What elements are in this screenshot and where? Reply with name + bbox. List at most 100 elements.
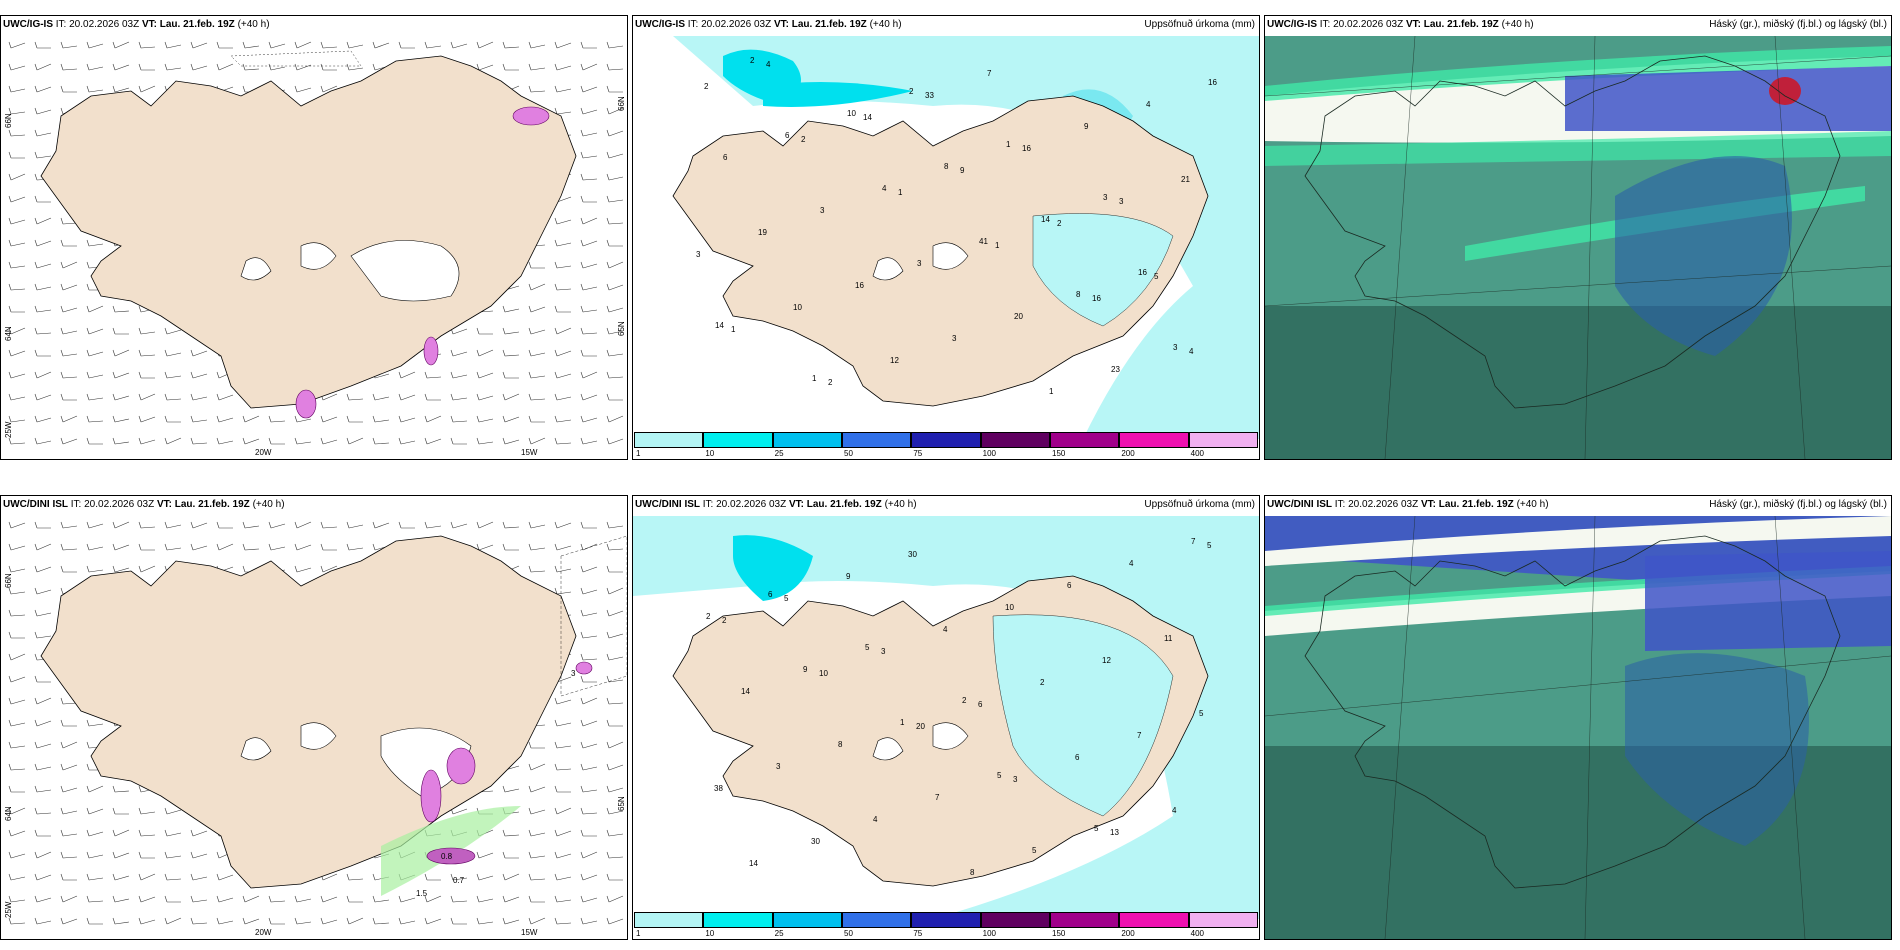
wind-barb	[554, 829, 572, 837]
wind-barb	[138, 521, 156, 529]
wind-barb	[86, 327, 104, 335]
colorbar-label: 10	[705, 449, 715, 458]
wind-barb	[34, 829, 51, 837]
wind-barb	[112, 305, 130, 313]
wind-barb	[580, 107, 598, 115]
wind-barb	[34, 437, 52, 445]
lon-label-15w: 15W	[521, 928, 538, 937]
precip-map-panel-top: UWC/IG-IS IT: 20.02.2026 03Z VT: Lau. 21…	[632, 15, 1260, 460]
wind-barb	[8, 173, 26, 181]
wind-barb	[242, 437, 260, 445]
precip-value: 8	[970, 868, 975, 877]
lat-label-64n: 64N	[4, 326, 13, 341]
wind-barb	[164, 807, 182, 815]
wind-barb	[8, 305, 25, 313]
precip-value: 10	[847, 109, 856, 118]
wind-barb	[320, 63, 337, 71]
wind-barb	[476, 371, 494, 379]
wind-barb	[34, 349, 51, 357]
wind-barb	[138, 851, 155, 859]
wind-barb	[606, 195, 624, 203]
wind-barb	[86, 895, 104, 903]
wind-barb	[528, 393, 546, 401]
colorbar-swatch	[703, 432, 773, 448]
wind-barb	[580, 129, 598, 137]
precip-value: 10	[1005, 603, 1014, 612]
wind-barb	[528, 565, 546, 573]
wind-barb	[112, 917, 130, 925]
wind-barb	[554, 587, 572, 595]
wind-barb	[554, 807, 572, 815]
wind-barb	[606, 41, 624, 49]
precip-title: Uppsöfnuð úrkoma (mm)	[1144, 19, 1255, 30]
wind-barb	[398, 393, 416, 401]
lat-label-64n: 64N	[4, 806, 13, 821]
lat-label-66n-right: 66N	[617, 96, 626, 111]
wind-barb	[320, 543, 337, 551]
wind-barb	[528, 305, 546, 313]
lat-label-66n: 66N	[4, 573, 13, 588]
precip-value: 2	[1040, 678, 1045, 687]
precip-value: 2	[828, 378, 833, 387]
wind-barb	[190, 851, 208, 859]
wind-barb	[34, 675, 51, 683]
wind-barb	[112, 327, 129, 335]
wind-barb	[346, 543, 364, 551]
wind-barb	[86, 917, 103, 925]
wind-barb	[164, 371, 182, 379]
wind-barb	[554, 415, 572, 423]
precip-value: 2	[722, 616, 727, 625]
wind-barb	[580, 217, 598, 225]
precip-value: 2	[1057, 219, 1062, 228]
wind-barb	[398, 41, 415, 49]
wind-barb	[60, 543, 78, 551]
wind-barb	[528, 807, 546, 815]
wind-barb	[8, 785, 25, 793]
colorbar-swatch	[703, 912, 773, 928]
wind-barb	[294, 63, 312, 71]
wind-barb	[34, 283, 52, 291]
wind-barb	[372, 437, 390, 445]
wind-barb	[242, 41, 260, 49]
precip-value: 6	[768, 590, 773, 599]
wind-barb	[398, 895, 416, 903]
wind-barb	[502, 521, 520, 529]
wind-barb	[164, 543, 182, 551]
wind-barb	[450, 415, 468, 423]
wind-barb	[34, 631, 52, 639]
precip-value: 3	[1013, 775, 1018, 784]
precip-value: 1	[900, 718, 905, 727]
wind-barb	[528, 917, 546, 925]
wind-barb	[528, 437, 546, 445]
wind-map-panel-bottom: UWC/DINI ISL IT: 20.02.2026 03Z VT: Lau.…	[0, 495, 628, 940]
wind-barb	[606, 261, 624, 269]
wind-barb	[606, 895, 624, 903]
precip-value: 14	[749, 859, 758, 868]
precip-value: 2	[704, 82, 709, 91]
wind-barb	[8, 741, 26, 749]
precip-value: 3	[776, 762, 781, 771]
precip-value: 5	[1199, 709, 1204, 718]
wind-barb	[502, 851, 519, 859]
wind-barb	[606, 371, 624, 379]
wind-barb	[294, 415, 312, 423]
wind-barb	[580, 851, 598, 859]
wind-barb	[8, 41, 26, 49]
wind-barb	[528, 895, 545, 903]
precip-value: 4	[1189, 347, 1194, 356]
wind-barb	[34, 371, 52, 379]
wind-barb	[606, 587, 624, 595]
wind-barb	[528, 283, 546, 291]
wind-barb	[346, 437, 364, 445]
wind-barb	[320, 85, 338, 93]
wind-barb-map	[8, 41, 624, 445]
wind-barb	[34, 763, 52, 771]
wind-barb	[554, 63, 572, 71]
wind-barb	[554, 521, 572, 529]
wind-barb	[606, 63, 624, 71]
wind-barb	[60, 521, 78, 529]
wind-barb	[372, 393, 390, 401]
wind-barb	[138, 371, 155, 379]
precip-value: 11	[1164, 634, 1173, 643]
wind-barb	[86, 63, 104, 71]
